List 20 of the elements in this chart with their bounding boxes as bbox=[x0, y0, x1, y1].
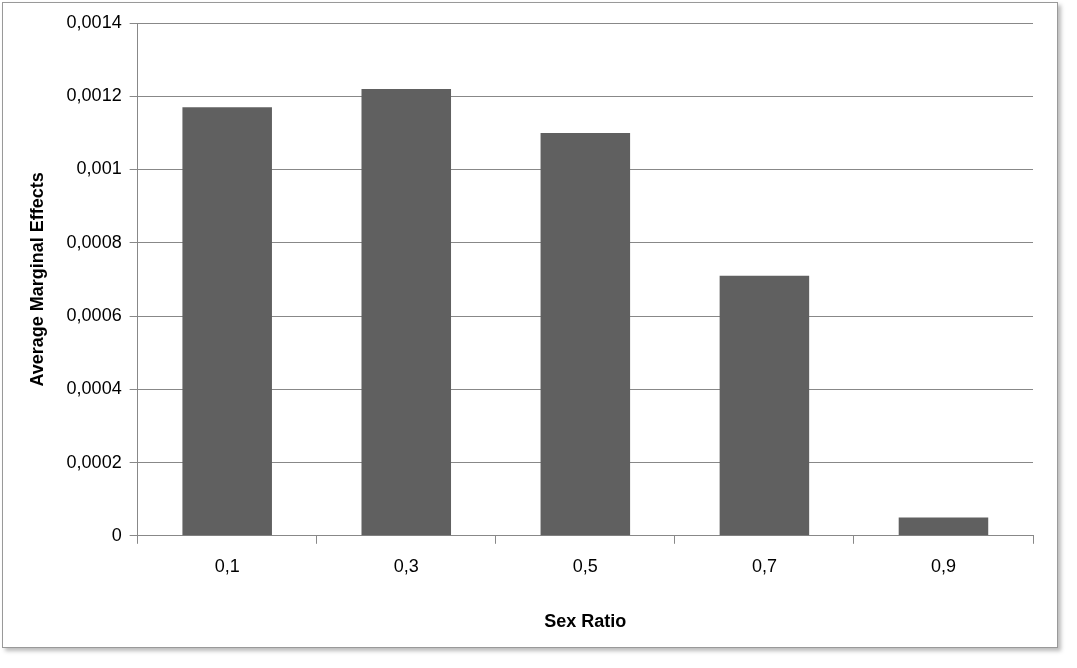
y-tick-label: 0 bbox=[111, 524, 122, 545]
x-axis-title: Sex Ratio bbox=[544, 611, 627, 632]
y-tick-label: 0,0012 bbox=[66, 85, 122, 106]
x-tick-label: 0,7 bbox=[751, 555, 777, 576]
y-tick-label: 0,0006 bbox=[66, 305, 122, 325]
bar bbox=[540, 132, 631, 536]
y-tick-label: 0,0008 bbox=[66, 231, 122, 252]
y-tick-label: 0,0014 bbox=[66, 11, 122, 32]
x-tick-label: 0,1 bbox=[214, 555, 240, 576]
y-tick-label: 0,001 bbox=[76, 158, 122, 179]
bar bbox=[361, 88, 452, 536]
x-tick-label: 0,3 bbox=[393, 555, 419, 576]
x-tick-label: 0,9 bbox=[930, 555, 956, 576]
x-tick-label: 0,5 bbox=[572, 555, 598, 576]
y-tick-label: 0,0002 bbox=[66, 451, 122, 472]
bar bbox=[182, 107, 272, 536]
bar bbox=[898, 517, 989, 536]
y-tick-label: 0,0004 bbox=[66, 378, 122, 399]
y-axis-title: Average Marginal Effects bbox=[26, 172, 47, 387]
bar bbox=[719, 275, 810, 536]
